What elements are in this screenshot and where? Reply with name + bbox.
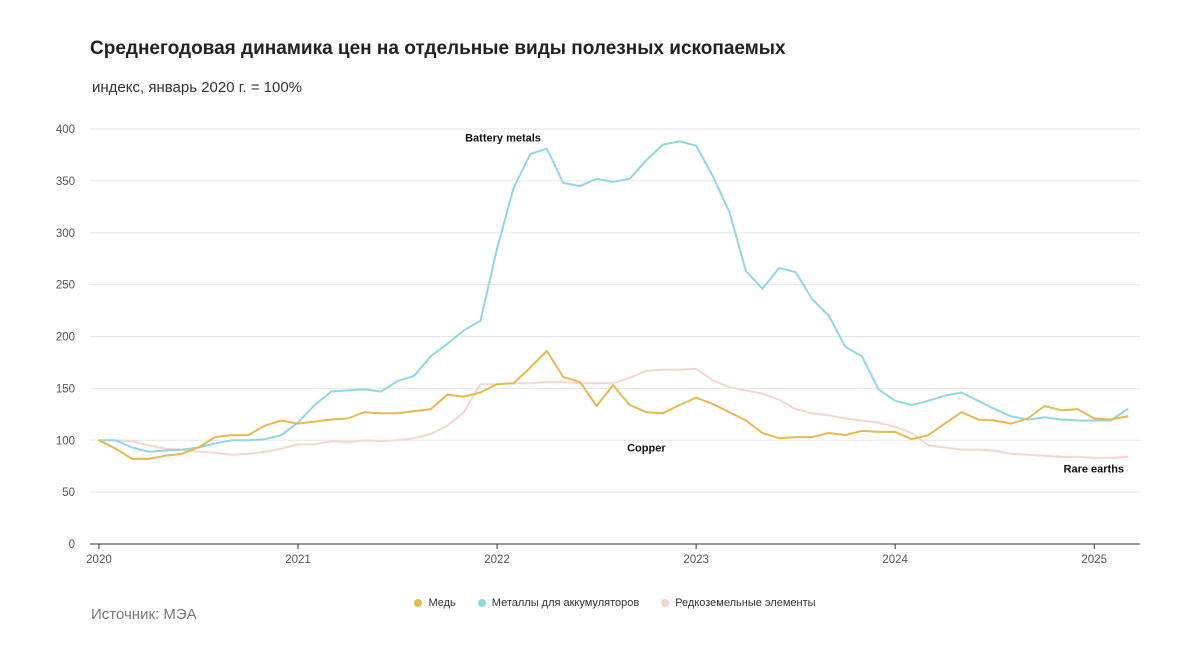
series-label-rare-earths: Rare earths xyxy=(1064,463,1125,475)
y-tick-label: 300 xyxy=(56,228,75,240)
series-lines xyxy=(98,140,1129,460)
legend-label-rare-earths: Редкоземельные элементы xyxy=(675,597,816,609)
legend-item-copper[interactable]: Медь xyxy=(414,597,456,609)
x-axis: 2020 2021 2022 2023 2024 2025 xyxy=(86,543,1140,566)
series-line-rare-earths[interactable] xyxy=(98,367,1129,459)
chart-subtitle: индекс, январь 2020 г. = 100% xyxy=(92,79,302,96)
legend: Медь Металлы для аккумуляторов Редкоземе… xyxy=(0,597,1200,609)
legend-dot-battery-metals xyxy=(477,599,486,607)
gridlines xyxy=(90,128,1140,493)
legend-dot-copper xyxy=(414,599,423,607)
y-tick-label: 350 xyxy=(56,176,75,188)
source-note: Источник: МЭА xyxy=(91,606,197,623)
series-label-copper: Copper xyxy=(627,443,666,455)
legend-item-battery-metals[interactable]: Металлы для аккумуляторов xyxy=(477,597,640,609)
y-tick-label: 250 xyxy=(56,280,75,292)
x-tick-label: 2025 xyxy=(1081,554,1107,566)
x-tick-label: 2023 xyxy=(683,554,709,566)
legend-item-rare-earths[interactable]: Редкоземельные элементы xyxy=(661,597,816,609)
x-tick-label: 2024 xyxy=(882,554,908,566)
x-tick-label: 2022 xyxy=(484,554,510,566)
series-line-copper[interactable] xyxy=(98,350,1129,460)
x-tick-label: 2021 xyxy=(285,554,311,566)
series-line-battery-metals[interactable] xyxy=(98,140,1129,453)
chart-title: Среднегодовая динамика цен на отдельные … xyxy=(90,38,786,59)
y-tick-label: 50 xyxy=(62,487,75,499)
y-tick-label: 0 xyxy=(69,539,75,551)
series-labels: Battery metals Copper Rare earths xyxy=(465,132,1124,475)
y-tick-label: 100 xyxy=(56,435,75,447)
legend-label-copper: Медь xyxy=(428,597,456,609)
y-tick-label: 150 xyxy=(56,383,75,395)
y-tick-label: 400 xyxy=(56,124,75,136)
x-tick-label: 2020 xyxy=(86,554,112,566)
legend-dot-rare-earths xyxy=(661,599,670,607)
series-label-battery-metals: Battery metals xyxy=(465,132,541,144)
y-tick-label: 200 xyxy=(56,332,75,344)
y-axis-ticks: 0 50 100 150 200 250 300 350 400 xyxy=(56,124,75,551)
legend-label-battery-metals: Металлы для аккумуляторов xyxy=(491,597,640,609)
